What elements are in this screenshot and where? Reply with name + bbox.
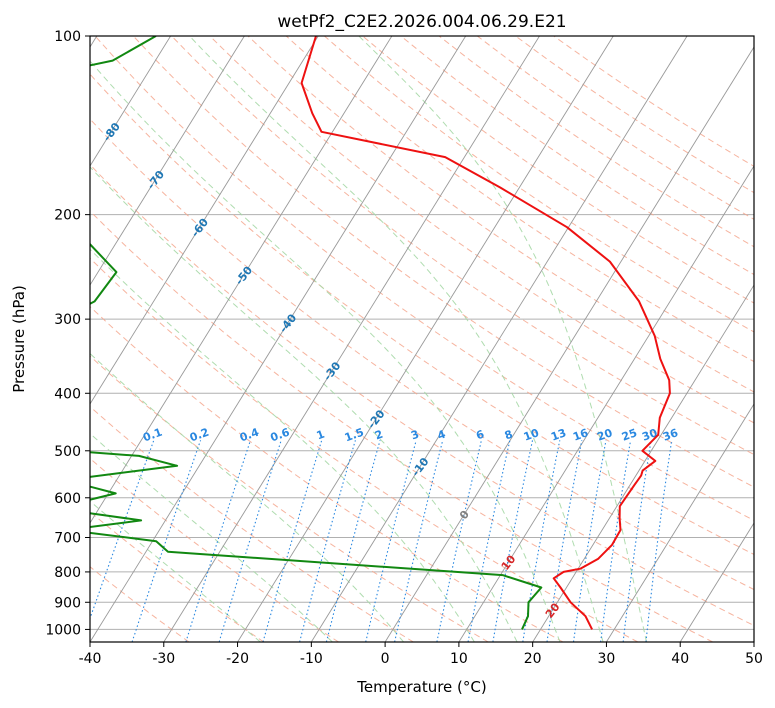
isotherm-line (384, 46, 754, 642)
mixing-ratio-label: 13 (549, 426, 568, 443)
mixing-ratio-line (546, 440, 583, 642)
x-tick-label: 40 (671, 651, 689, 667)
x-axis-label: Temperature (°C) (356, 678, 486, 696)
dry-adiabat (94, 36, 754, 521)
moist-adiabat (358, 36, 647, 642)
temperature-line (300, 36, 671, 630)
mixing-ratio-label: 8 (503, 428, 515, 443)
mixing-ratio-label: 1 (315, 428, 327, 443)
isotherm-line (532, 284, 754, 642)
dry-adiabat (285, 36, 754, 363)
isotherm-line (458, 165, 754, 642)
mixing-ratio-label: 0.1 (141, 426, 164, 445)
mixing-ratio-line (572, 440, 607, 642)
x-axis-ticks: -40 -30 -20 -10 0 10 20 30 40 50 (79, 642, 763, 667)
dry-adiabat (90, 305, 564, 642)
dry-adiabat (90, 355, 489, 642)
mixing-ratio-label: 20 (595, 426, 614, 444)
mixing-ratio-line (299, 440, 356, 642)
dry-adiabat (90, 257, 639, 642)
mixing-ratio-label: 1.5 (343, 426, 366, 445)
mixing-ratio-line (325, 440, 381, 642)
y-tick-label: 900 (54, 595, 81, 611)
y-tick-label: 400 (54, 386, 81, 402)
y-tick-label: 600 (54, 491, 81, 507)
mixing-ratio-line (218, 440, 282, 642)
pressure-gridlines (90, 36, 754, 630)
y-tick-label: 700 (54, 531, 81, 547)
y-tick-label: 100 (54, 29, 81, 45)
x-tick-label: 30 (598, 651, 616, 667)
x-tick-label: -40 (79, 651, 102, 667)
isotherm-line (90, 36, 319, 405)
y-axis-label: Pressure (hPa) (10, 285, 28, 393)
isotherm-line (90, 36, 393, 524)
dry-adiabat (90, 163, 754, 627)
y-axis-ticks: 100 200 300 400 500 600 700 800 900 1000 (45, 29, 90, 638)
moist-adiabat (90, 500, 261, 642)
dry-adiabat (90, 566, 190, 642)
mixing-ratio-line (436, 440, 482, 642)
mixing-ratio-line (492, 440, 534, 642)
y-tick-label: 200 (54, 208, 81, 224)
x-tick-label: 50 (745, 651, 763, 667)
mixing-ratio-label: 16 (571, 426, 590, 444)
y-tick-label: 500 (54, 444, 81, 460)
x-tick-label: 10 (450, 651, 468, 667)
mixing-ratio-label: 25 (620, 426, 639, 443)
moist-adiabat (90, 352, 404, 642)
mixing-ratio-line (600, 440, 632, 642)
dry-adiabat (90, 118, 754, 591)
mixing-ratio-label: 10 (522, 426, 541, 444)
moist-adiabat (90, 248, 475, 642)
mixing-ratio-label: 3 (409, 428, 421, 443)
mixing-ratio-label: 0.6 (269, 425, 292, 444)
dry-adiabat (90, 210, 713, 642)
y-tick-label: 800 (54, 565, 81, 581)
mixing-ratio-label: 0.4 (238, 425, 261, 444)
mixing-ratio-line (365, 440, 417, 642)
isotherm-line (163, 36, 540, 642)
mixing-ratio-lines (90, 440, 673, 642)
mixing-ratio-line (467, 440, 511, 642)
mixing-ratio-label: 36 (661, 426, 680, 444)
mixing-ratio-label: 2 (373, 428, 385, 443)
x-tick-label: -20 (226, 651, 249, 667)
isotherm-line (90, 36, 245, 286)
isotherm-line (679, 522, 754, 642)
dry-adiabat (90, 457, 339, 642)
mixing-ratio-line (645, 440, 673, 642)
mixing-ratio-line (622, 440, 652, 642)
moist-adiabat (189, 36, 604, 642)
plot-frame (89, 35, 755, 643)
mixing-ratio-labels: 0.1 0.2 0.4 0.6 1 1.5 2 3 4 6 8 10 13 16 20 25 30 36 (141, 425, 680, 444)
dry-adiabat (247, 36, 754, 393)
x-tick-label: 20 (524, 651, 542, 667)
x-tick-label: -10 (300, 651, 323, 667)
mixing-ratio-line (90, 440, 155, 621)
dry-adiabat (90, 511, 265, 642)
dry-adiabat (324, 36, 754, 333)
dry-adiabat (132, 36, 754, 488)
profile-lines (90, 36, 671, 630)
chart-title: wetPf2_C2E2.2026.004.06.29.E21 (277, 12, 566, 32)
isotherm-line (237, 36, 614, 642)
isotherm-line (606, 403, 754, 642)
dewpoint-line (90, 36, 543, 630)
y-tick-label: 1000 (45, 622, 81, 638)
x-tick-label: -30 (152, 651, 175, 667)
isotherm-line (310, 36, 688, 642)
mixing-ratio-line (394, 440, 444, 642)
x-tick-label: 0 (381, 651, 390, 667)
isotherm-line (90, 36, 171, 167)
mixing-ratio-label: 4 (436, 427, 448, 442)
moist-adiabat (90, 432, 333, 642)
mixing-ratio-label: 6 (474, 427, 486, 442)
y-tick-label: 300 (54, 312, 81, 328)
mixing-ratio-label: 0.2 (188, 426, 211, 445)
moist-adiabat (90, 60, 561, 642)
